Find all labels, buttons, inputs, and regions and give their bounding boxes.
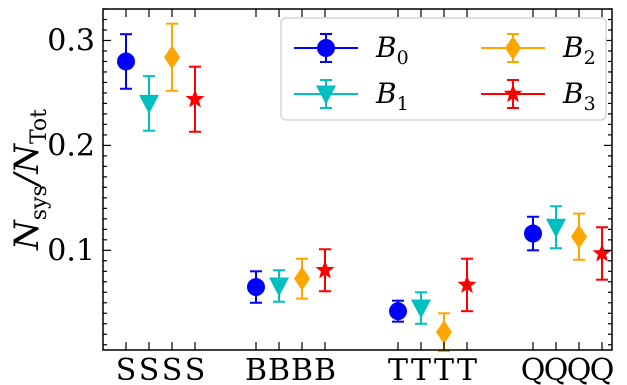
legend-label-sub: 2 (584, 47, 596, 69)
data-point (315, 260, 335, 279)
x-tick-label: B (314, 353, 336, 385)
data-point (436, 320, 452, 345)
data-marks (117, 22, 612, 353)
x-tick-label: Q (590, 353, 615, 385)
legend-label: B1 (375, 77, 409, 115)
legend-label: B0 (375, 31, 409, 69)
x-tick-label: T (434, 353, 454, 385)
y-axis-label-part: Tot (27, 109, 52, 144)
data-point (294, 266, 310, 291)
legend-marker (317, 39, 335, 57)
legend-marker (505, 36, 521, 60)
legend-marker (503, 84, 523, 103)
data-point (164, 45, 180, 70)
y-axis-label: Nsys/NTot (7, 109, 52, 251)
legend-label: B2 (562, 31, 596, 69)
legend-label-sub: 0 (397, 47, 409, 69)
plot-frame (102, 8, 613, 351)
x-tick-label: S (162, 353, 183, 385)
x-tick-label: B (291, 353, 313, 385)
y-tick-label: 0.2 (47, 128, 95, 163)
legend-label-sub: 3 (584, 93, 596, 115)
x-tick-label: S (185, 353, 206, 385)
data-point (117, 52, 135, 71)
x-tick-label: S (116, 353, 137, 385)
data-point (247, 278, 265, 297)
x-tick-label: B (268, 353, 290, 385)
data-point (571, 224, 587, 249)
x-tick-label: T (388, 353, 408, 385)
legend-label-sub: 1 (397, 93, 409, 115)
data-point (411, 299, 431, 319)
x-tick-label: B (245, 353, 267, 385)
x-tick-label: Q (544, 353, 569, 385)
data-point (389, 302, 407, 321)
y-axis-label-part: N (7, 219, 47, 251)
data-point (139, 94, 159, 114)
legend-label-name: B (375, 77, 397, 110)
x-tick-label: T (411, 353, 431, 385)
legend-label-name: B (375, 31, 397, 64)
data-point (546, 218, 566, 238)
y-axis-label-part: /N (7, 143, 47, 188)
data-point (457, 274, 477, 294)
data-point (269, 277, 289, 297)
x-tick-label: S (139, 353, 160, 385)
x-tick-label: T (457, 353, 477, 385)
y-tick-label: 0.1 (47, 233, 95, 268)
data-point (592, 243, 612, 262)
data-point (185, 89, 205, 108)
legend-marker (316, 85, 336, 105)
legend-label-name: B (562, 31, 584, 64)
data-point (524, 224, 542, 243)
y-axis-label-part: sys (27, 185, 52, 220)
y-tick-label: 0.3 (47, 23, 95, 58)
x-tick-label: Q (521, 353, 546, 385)
x-tick-label: Q (567, 353, 592, 385)
legend-label-name: B (562, 77, 584, 110)
legend-label: B3 (562, 77, 596, 115)
